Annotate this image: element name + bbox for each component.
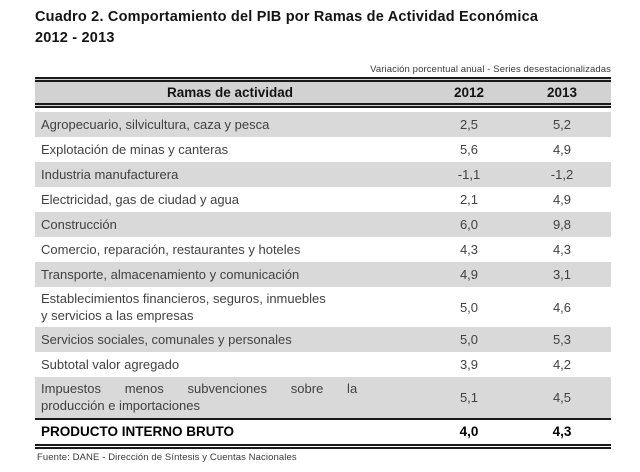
row-value-2013: 5,2 <box>552 117 572 132</box>
row-label: Comercio, reparación, restaurantes y hot… <box>41 241 301 257</box>
table-row: Servicios sociales, comunales y personal… <box>35 327 611 353</box>
header-2012: 2012 <box>453 85 485 100</box>
table-row: Transporte, almacenamiento y comunicació… <box>35 262 611 287</box>
row-value-2012: 3,9 <box>459 357 479 373</box>
row-value-2013: 4,6 <box>552 299 572 315</box>
row-value-2013: 4,2 <box>552 357 572 373</box>
table-row: Electricidad, gas de ciudad y agua 2,1 4… <box>35 187 611 212</box>
row-label: Impuestos menos subvenciones sobre la pr… <box>41 381 358 414</box>
row-value-2012: 4,3 <box>459 242 479 257</box>
table-row: Industria manufacturera -1,1 -1,2 <box>35 162 611 187</box>
row-label: Establecimientos financieros, seguros, i… <box>41 291 326 324</box>
row-value-2012: 4,0 <box>459 424 479 440</box>
pib-table: Ramas de actividad 2012 2013 Agropecuari… <box>35 77 611 449</box>
row-label: Agropecuario, silvicultura, caza y pesca <box>41 116 270 132</box>
row-value-2013: -1,2 <box>550 167 574 182</box>
row-label: Electricidad, gas de ciudad y agua <box>41 191 240 207</box>
row-label: Transporte, almacenamiento y comunicació… <box>41 266 300 282</box>
source-note: Fuente: DANE - Dirección de Síntesis y C… <box>37 452 297 463</box>
table-row-total: PRODUCTO INTERNO BRUTO 4,0 4,3 <box>35 417 611 444</box>
row-value-2012: 2,1 <box>459 192 479 207</box>
table-note: Variación porcentual anual - Series dese… <box>370 64 611 75</box>
table-body: Agropecuario, silvicultura, caza y pesca… <box>35 112 611 444</box>
table-title: Cuadro 2. Comportamiento del PIB por Ram… <box>35 9 539 47</box>
table-header-row: Ramas de actividad 2012 2013 <box>35 77 611 108</box>
row-value-2013: 4,9 <box>552 192 572 207</box>
row-value-2012: 5,1 <box>459 389 479 405</box>
header-2013: 2013 <box>546 85 578 100</box>
row-value-2013: 4,3 <box>552 424 572 440</box>
row-label: PRODUCTO INTERNO BRUTO <box>41 423 235 439</box>
row-label: Explotación de minas y canteras <box>41 141 229 157</box>
table-row: Agropecuario, silvicultura, caza y pesca… <box>35 112 611 137</box>
row-value-2013: 3,1 <box>552 267 572 282</box>
row-value-2012: 5,0 <box>459 332 479 348</box>
row-value-2012: -1,1 <box>457 167 481 182</box>
row-value-2013: 4,9 <box>552 142 572 157</box>
row-value-2013: 4,5 <box>552 389 572 405</box>
row-label: Industria manufacturera <box>41 166 179 182</box>
row-value-2012: 2,5 <box>459 117 479 132</box>
table-row: Construcción 6,0 9,8 <box>35 212 611 237</box>
header-ramas-de-actividad: Ramas de actividad <box>166 85 294 100</box>
table-row: Comercio, reparación, restaurantes y hot… <box>35 237 611 262</box>
table-row: Establecimientos financieros, seguros, i… <box>35 287 611 327</box>
table-row: Impuestos menos subvenciones sobre la pr… <box>35 377 611 418</box>
row-value-2013: 9,8 <box>552 217 572 232</box>
row-value-2013: 4,3 <box>552 242 572 257</box>
row-label: Subtotal valor agregado <box>41 357 180 373</box>
row-value-2012: 5,0 <box>459 299 479 315</box>
row-value-2013: 5,3 <box>552 332 572 348</box>
row-label: Servicios sociales, comunales y personal… <box>41 332 292 348</box>
table-row: Explotación de minas y canteras 5,6 4,9 <box>35 137 611 162</box>
row-label: Construcción <box>41 216 117 232</box>
row-value-2012: 5,6 <box>459 142 479 157</box>
row-value-2012: 6,0 <box>459 217 479 232</box>
row-value-2012: 4,9 <box>459 267 479 282</box>
table-row: Subtotal valor agregado 3,9 4,2 <box>35 352 611 377</box>
